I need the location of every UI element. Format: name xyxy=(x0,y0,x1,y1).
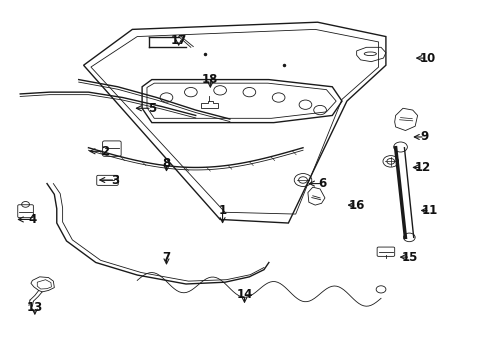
Text: 13: 13 xyxy=(27,301,43,314)
Text: 12: 12 xyxy=(413,161,430,174)
Text: 3: 3 xyxy=(111,174,119,186)
Text: 1: 1 xyxy=(218,204,226,217)
Text: 18: 18 xyxy=(202,73,218,86)
Text: 7: 7 xyxy=(162,251,170,264)
Text: 4: 4 xyxy=(28,213,37,226)
Text: 8: 8 xyxy=(162,157,170,170)
Text: 9: 9 xyxy=(420,130,428,144)
Text: 5: 5 xyxy=(147,102,156,115)
Text: 14: 14 xyxy=(236,288,252,301)
Text: 6: 6 xyxy=(318,177,326,190)
Text: 2: 2 xyxy=(102,145,109,158)
Text: 17: 17 xyxy=(170,33,186,47)
Text: 15: 15 xyxy=(401,251,418,264)
Text: 10: 10 xyxy=(418,51,435,64)
Text: 11: 11 xyxy=(421,204,437,217)
Text: 16: 16 xyxy=(348,199,364,212)
